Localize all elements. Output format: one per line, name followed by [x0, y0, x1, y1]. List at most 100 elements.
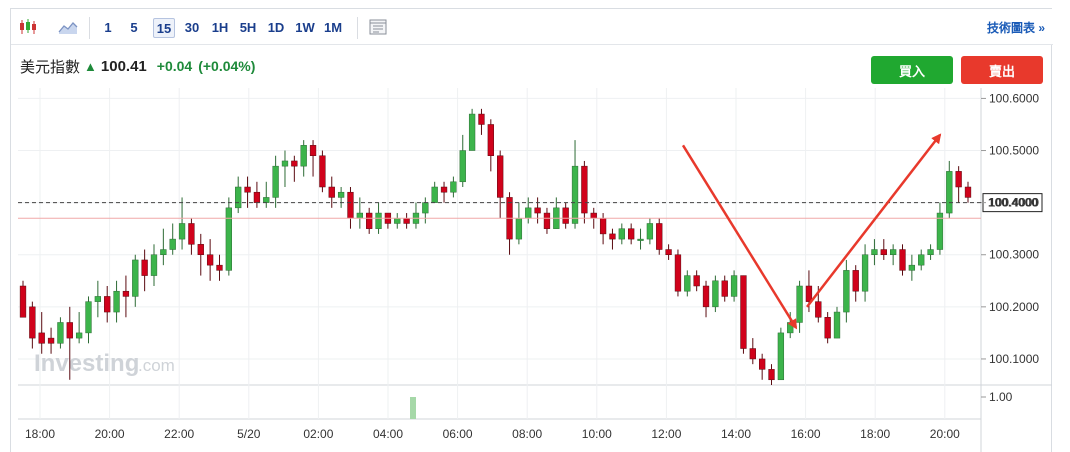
candle-body [543, 212, 551, 229]
candle-up [618, 223, 625, 245]
candle-down [506, 192, 513, 255]
y-tick-label: 100.5000 [989, 144, 1039, 158]
candle-body [94, 296, 102, 302]
candle-body [440, 186, 448, 193]
x-tick-label: 16:00 [791, 427, 821, 441]
timeframe-5h[interactable]: 5H [239, 20, 257, 35]
candle-body [309, 145, 317, 156]
timeframe-1m[interactable]: 1M [323, 20, 343, 35]
candle-down [824, 312, 831, 344]
candle-down [188, 218, 195, 255]
candle-body [693, 275, 700, 287]
y-tick-label: 100.2000 [989, 300, 1039, 314]
settings-panel-icon[interactable] [367, 16, 389, 38]
candle-up [450, 176, 457, 198]
candle-up [936, 202, 944, 255]
toolbar-divider [89, 17, 90, 39]
technical-chart-link[interactable]: 技術圖表 » [986, 21, 1045, 35]
timeframe-30[interactable]: 30 [184, 20, 200, 35]
candle-down [403, 213, 410, 229]
candle-body [880, 249, 887, 255]
candle-down [721, 275, 728, 302]
candle-body [468, 113, 476, 151]
timeframe-1w[interactable]: 1W [295, 20, 315, 35]
candle-body [75, 332, 83, 339]
candle-body [188, 223, 195, 245]
candle-body [590, 212, 597, 219]
candle-up [169, 223, 176, 255]
candle-up [150, 244, 158, 286]
candle-body [824, 317, 831, 339]
timeframe-5[interactable]: 5 [130, 20, 138, 35]
area-chart-icon[interactable] [57, 16, 79, 38]
candle-body [964, 186, 972, 198]
candle-up [337, 187, 345, 208]
candle-body [702, 285, 710, 308]
candle-up [57, 317, 64, 349]
candle-body [646, 223, 654, 240]
candle-down [759, 353, 766, 380]
timeframe-1[interactable]: 1 [104, 20, 112, 35]
candle-down [964, 181, 972, 203]
candle-up [889, 244, 897, 266]
candle-series [19, 108, 972, 385]
candle-down [955, 166, 962, 203]
candle-body [450, 181, 457, 193]
candle-body [478, 113, 485, 125]
candle-body [534, 207, 541, 214]
last-price: 100.41 [100, 57, 147, 75]
candle-body [684, 275, 691, 292]
candle-body [918, 254, 925, 266]
candle-body [581, 165, 588, 214]
candle-down [768, 364, 775, 385]
watermark-brand: Investing [34, 350, 139, 377]
candle-down [628, 223, 635, 245]
candle-up [553, 197, 560, 229]
timeframe-1d[interactable]: 1D [267, 20, 285, 35]
current-price-label: 100.4000 [988, 196, 1038, 210]
candle-body [38, 332, 45, 344]
sell-button[interactable]: 賣出 [961, 56, 1043, 84]
candle-body [805, 285, 813, 302]
candle-body [946, 171, 953, 214]
candle-down [253, 181, 261, 208]
candle-body [347, 191, 354, 219]
x-tick-label: 08:00 [512, 427, 542, 441]
x-tick-label: 18:00 [25, 427, 55, 441]
candle-down [122, 275, 130, 318]
x-tick-label: 02:00 [303, 427, 333, 441]
x-tick-label: 10:00 [582, 427, 612, 441]
timeframe-1h[interactable]: 1H [211, 20, 229, 35]
candle-up [777, 327, 785, 381]
candle-up [843, 259, 850, 323]
candle-up [908, 254, 916, 281]
candle-body [759, 358, 766, 370]
toolbar-divider [357, 17, 358, 39]
candle-down [47, 327, 55, 354]
candle-body [403, 218, 410, 224]
candle-up [796, 280, 803, 333]
candle-body [861, 254, 869, 292]
quote-header: 美元指數 ▲ 100.41 +0.04 (+0.04%) [20, 57, 255, 76]
buy-button[interactable]: 買入 [871, 56, 953, 84]
candle-body [936, 212, 944, 250]
volume-tick-label: 1.00 [989, 390, 1013, 404]
candle-down [497, 150, 504, 219]
timeframe-15[interactable]: 15 [153, 18, 175, 38]
x-tick-label: 14:00 [721, 427, 751, 441]
candle-down [609, 228, 616, 250]
candle-down [581, 160, 588, 224]
candle-body [955, 171, 962, 188]
candle-body [19, 285, 27, 318]
candle-down [440, 181, 448, 203]
candle-body [730, 275, 738, 297]
candle-body [272, 165, 279, 198]
candlestick-chart-icon[interactable] [17, 16, 39, 38]
candle-body [356, 212, 363, 219]
candle-up [235, 176, 242, 214]
candle-body [66, 322, 73, 339]
candle-body [843, 270, 850, 313]
candle-body [674, 254, 682, 292]
candle-up [712, 275, 719, 313]
